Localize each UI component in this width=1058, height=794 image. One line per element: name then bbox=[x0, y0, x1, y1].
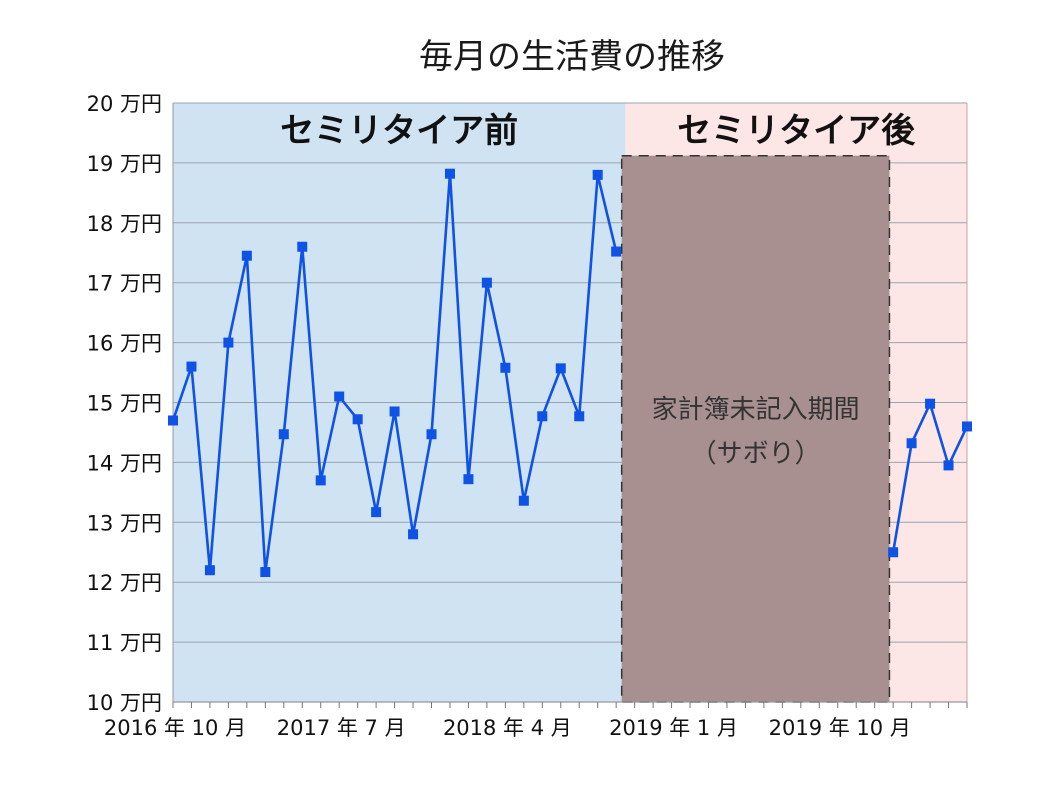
data-point bbox=[518, 495, 529, 506]
chart-title: 毎月の生活費の推移 bbox=[419, 37, 725, 77]
data-point bbox=[278, 429, 289, 440]
y-tick-label: 17 万円 bbox=[87, 272, 162, 296]
data-point bbox=[223, 337, 234, 348]
y-tick-label: 16 万円 bbox=[87, 332, 162, 356]
data-point bbox=[611, 246, 622, 257]
data-point bbox=[481, 277, 492, 288]
data-point bbox=[906, 438, 917, 449]
data-point bbox=[537, 411, 548, 422]
unrecorded-period-label: 家計簿未記入期間 （サボり） bbox=[652, 395, 860, 469]
unrecorded-period-box bbox=[620, 154, 891, 703]
data-point bbox=[444, 168, 455, 179]
data-point bbox=[371, 507, 382, 518]
data-point bbox=[204, 565, 215, 576]
data-point bbox=[297, 241, 308, 252]
data-point bbox=[408, 529, 419, 540]
y-tick-label: 13 万円 bbox=[87, 511, 162, 535]
y-tick-label: 20 万円 bbox=[87, 92, 162, 116]
data-point bbox=[574, 411, 585, 422]
y-tick-label: 18 万円 bbox=[87, 212, 162, 236]
region-label: セミリタイア後 bbox=[677, 111, 916, 151]
x-tick-label: 2018 年 4 月 bbox=[443, 716, 572, 740]
series-line bbox=[168, 168, 972, 578]
x-tick-label: 2017 年 7 月 bbox=[277, 716, 406, 740]
unrecorded-period-note: （サボり） bbox=[691, 439, 821, 469]
data-point bbox=[925, 398, 936, 409]
axes bbox=[172, 103, 968, 708]
data-point bbox=[500, 362, 511, 373]
data-point bbox=[943, 460, 954, 471]
y-tick-label: 19 万円 bbox=[87, 152, 162, 176]
unrecorded-period-title: 家計簿未記入期間 bbox=[652, 395, 860, 425]
data-point bbox=[241, 250, 252, 261]
x-tick-label: 2019 年 10 月 bbox=[769, 716, 911, 740]
y-tick-label: 11 万円 bbox=[87, 631, 162, 655]
data-point bbox=[555, 363, 566, 374]
x-tick-label: 2019 年 1 月 bbox=[609, 716, 738, 740]
region-labels: セミリタイア前 セミリタイア後 bbox=[280, 111, 916, 151]
data-point bbox=[888, 547, 899, 558]
y-tick-label: 10 万円 bbox=[87, 691, 162, 715]
x-tick-labels: 2016 年 10 月 2017 年 7 月 2018 年 4 月 2019 年 1 … bbox=[104, 716, 911, 740]
region-label: セミリタイア前 bbox=[280, 111, 518, 151]
data-point bbox=[334, 391, 345, 402]
y-tick-labels: 10 万円 11 万円 12 万円 13 万円 14 万円 15 万円 16 万円 17 万円… bbox=[87, 92, 162, 715]
y-tick-label: 12 万円 bbox=[87, 571, 162, 595]
y-tick-label: 14 万円 bbox=[87, 451, 162, 475]
data-point bbox=[352, 414, 363, 425]
data-point bbox=[962, 421, 972, 432]
data-point bbox=[426, 429, 437, 440]
data-point bbox=[389, 406, 400, 417]
y-tick-label: 15 万円 bbox=[87, 392, 162, 416]
data-point bbox=[260, 567, 271, 578]
data-point bbox=[315, 475, 326, 486]
unrecorded-period-rect bbox=[620, 154, 891, 703]
data-point bbox=[592, 169, 603, 180]
data-point bbox=[463, 474, 474, 485]
x-tick-label: 2016 年 10 月 bbox=[104, 716, 246, 740]
data-point bbox=[168, 415, 178, 426]
data-point bbox=[186, 361, 197, 372]
